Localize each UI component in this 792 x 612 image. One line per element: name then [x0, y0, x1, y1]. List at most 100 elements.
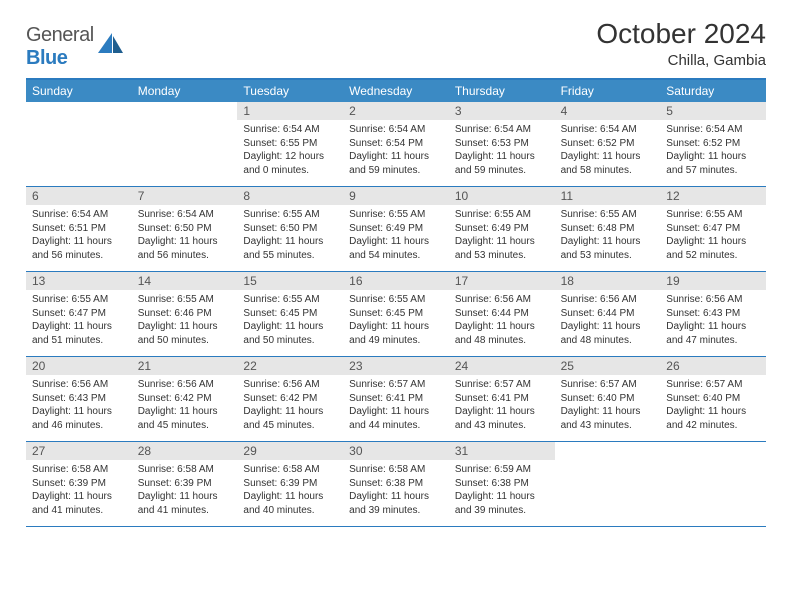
- dow-tuesday: Tuesday: [237, 80, 343, 102]
- sunrise-text: Sunrise: 6:55 AM: [138, 293, 232, 307]
- location: Chilla, Gambia: [596, 52, 766, 69]
- day-body: Sunrise: 6:55 AMSunset: 6:47 PMDaylight:…: [660, 205, 766, 266]
- day-body: Sunrise: 6:58 AMSunset: 6:39 PMDaylight:…: [26, 460, 132, 521]
- day-cell: 28Sunrise: 6:58 AMSunset: 6:39 PMDayligh…: [132, 442, 238, 526]
- sunset-text: Sunset: 6:50 PM: [243, 222, 337, 236]
- day-cell: 11Sunrise: 6:55 AMSunset: 6:48 PMDayligh…: [555, 187, 661, 271]
- day-body: Sunrise: 6:56 AMSunset: 6:43 PMDaylight:…: [660, 290, 766, 351]
- sunset-text: Sunset: 6:41 PM: [455, 392, 549, 406]
- day-number: 8: [237, 187, 343, 205]
- day-number: 30: [343, 442, 449, 460]
- daylight-text: Daylight: 11 hours and 41 minutes.: [138, 490, 232, 517]
- dow-saturday: Saturday: [660, 80, 766, 102]
- day-body: Sunrise: 6:54 AMSunset: 6:51 PMDaylight:…: [26, 205, 132, 266]
- day-body: Sunrise: 6:58 AMSunset: 6:39 PMDaylight:…: [237, 460, 343, 521]
- sunset-text: Sunset: 6:44 PM: [455, 307, 549, 321]
- day-number: 14: [132, 272, 238, 290]
- sunset-text: Sunset: 6:49 PM: [455, 222, 549, 236]
- sunrise-text: Sunrise: 6:55 AM: [243, 293, 337, 307]
- day-cell: 14Sunrise: 6:55 AMSunset: 6:46 PMDayligh…: [132, 272, 238, 356]
- daylight-text: Daylight: 11 hours and 44 minutes.: [349, 405, 443, 432]
- daylight-text: Daylight: 11 hours and 50 minutes.: [243, 320, 337, 347]
- sunset-text: Sunset: 6:52 PM: [666, 137, 760, 151]
- sunset-text: Sunset: 6:45 PM: [243, 307, 337, 321]
- daylight-text: Daylight: 11 hours and 43 minutes.: [561, 405, 655, 432]
- sunset-text: Sunset: 6:39 PM: [32, 477, 126, 491]
- daylight-text: Daylight: 11 hours and 39 minutes.: [349, 490, 443, 517]
- daylight-text: Daylight: 11 hours and 55 minutes.: [243, 235, 337, 262]
- day-body: Sunrise: 6:54 AMSunset: 6:54 PMDaylight:…: [343, 120, 449, 181]
- sunrise-text: Sunrise: 6:56 AM: [455, 293, 549, 307]
- daylight-text: Daylight: 11 hours and 54 minutes.: [349, 235, 443, 262]
- day-body: Sunrise: 6:55 AMSunset: 6:48 PMDaylight:…: [555, 205, 661, 266]
- day-body: Sunrise: 6:56 AMSunset: 6:44 PMDaylight:…: [449, 290, 555, 351]
- sunset-text: Sunset: 6:52 PM: [561, 137, 655, 151]
- sunrise-text: Sunrise: 6:54 AM: [349, 123, 443, 137]
- sunset-text: Sunset: 6:54 PM: [349, 137, 443, 151]
- day-cell: 24 Sunrise: 6:57 AMSunset: 6:41 PMDayligh…: [449, 357, 555, 441]
- day-cell: 3Sunrise: 6:54 AMSunset: 6:53 PMDaylight…: [449, 102, 555, 186]
- day-cell: 22Sunrise: 6:56 AMSunset: 6:42 PMDayligh…: [237, 357, 343, 441]
- sunrise-text: Sunrise: 6:55 AM: [32, 293, 126, 307]
- day-cell: 23Sunrise: 6:57 AMSunset: 6:41 PMDayligh…: [343, 357, 449, 441]
- daylight-text: Daylight: 11 hours and 49 minutes.: [349, 320, 443, 347]
- week-row: 6Sunrise: 6:54 AMSunset: 6:51 PMDaylight…: [26, 187, 766, 272]
- day-body: Sunrise: 6:54 AMSunset: 6:52 PMDaylight:…: [660, 120, 766, 181]
- sunrise-text: Sunrise: 6:56 AM: [138, 378, 232, 392]
- sunset-text: Sunset: 6:42 PM: [243, 392, 337, 406]
- daylight-text: Daylight: 11 hours and 47 minutes.: [666, 320, 760, 347]
- day-body: Sunrise: 6:58 AMSunset: 6:39 PMDaylight:…: [132, 460, 238, 521]
- sunset-text: Sunset: 6:53 PM: [455, 137, 549, 151]
- day-body: Sunrise: 6:56 AMSunset: 6:42 PMDaylight:…: [237, 375, 343, 436]
- sunset-text: Sunset: 6:41 PM: [349, 392, 443, 406]
- day-body: Sunrise: 6:54 AMSunset: 6:55 PMDaylight:…: [237, 120, 343, 181]
- dow-sunday: Sunday: [26, 80, 132, 102]
- sunset-text: Sunset: 6:40 PM: [666, 392, 760, 406]
- daylight-text: Daylight: 11 hours and 43 minutes.: [455, 405, 549, 432]
- sunrise-text: Sunrise: 6:57 AM: [455, 378, 549, 392]
- daylight-text: Daylight: 11 hours and 53 minutes.: [561, 235, 655, 262]
- day-number: [555, 442, 661, 446]
- day-number: 29: [237, 442, 343, 460]
- day-number: 19: [660, 272, 766, 290]
- sunset-text: Sunset: 6:43 PM: [32, 392, 126, 406]
- daylight-text: Daylight: 11 hours and 39 minutes.: [455, 490, 549, 517]
- day-cell: 5Sunrise: 6:54 AMSunset: 6:52 PMDaylight…: [660, 102, 766, 186]
- sunset-text: Sunset: 6:39 PM: [243, 477, 337, 491]
- sunrise-text: Sunrise: 6:57 AM: [666, 378, 760, 392]
- daylight-text: Daylight: 11 hours and 50 minutes.: [138, 320, 232, 347]
- brand-part2: Blue: [26, 47, 67, 69]
- daylight-text: Daylight: 11 hours and 45 minutes.: [138, 405, 232, 432]
- day-body: Sunrise: 6:57 AMSunset: 6:40 PMDaylight:…: [555, 375, 661, 436]
- brand-part1: General: [26, 24, 94, 46]
- day-number: 25: [555, 357, 661, 375]
- sunrise-text: Sunrise: 6:54 AM: [32, 208, 126, 222]
- sunset-text: Sunset: 6:42 PM: [138, 392, 232, 406]
- sunrise-text: Sunrise: 6:58 AM: [243, 463, 337, 477]
- day-cell: 31Sunrise: 6:59 AMSunset: 6:38 PMDayligh…: [449, 442, 555, 526]
- sunrise-text: Sunrise: 6:54 AM: [455, 123, 549, 137]
- sunset-text: Sunset: 6:43 PM: [666, 307, 760, 321]
- dow-wednesday: Wednesday: [343, 80, 449, 102]
- sunset-text: Sunset: 6:38 PM: [349, 477, 443, 491]
- day-number: 21: [132, 357, 238, 375]
- dow-thursday: Thursday: [449, 80, 555, 102]
- daylight-text: Daylight: 11 hours and 48 minutes.: [455, 320, 549, 347]
- day-number: 12: [660, 187, 766, 205]
- day-cell: 8Sunrise: 6:55 AMSunset: 6:50 PMDaylight…: [237, 187, 343, 271]
- day-body: Sunrise: 6:55 AMSunset: 6:45 PMDaylight:…: [237, 290, 343, 351]
- sunrise-text: Sunrise: 6:55 AM: [666, 208, 760, 222]
- day-cell: [132, 102, 238, 186]
- day-number: 28: [132, 442, 238, 460]
- day-number: 15: [237, 272, 343, 290]
- day-body: Sunrise: 6:54 AMSunset: 6:50 PMDaylight:…: [132, 205, 238, 266]
- day-number: 6: [26, 187, 132, 205]
- day-number: [132, 102, 238, 106]
- day-body: Sunrise: 6:54 AMSunset: 6:52 PMDaylight:…: [555, 120, 661, 181]
- day-number: 24: [449, 357, 555, 375]
- calendar: SundayMondayTuesdayWednesdayThursdayFrid…: [26, 78, 766, 527]
- dow-monday: Monday: [132, 80, 238, 102]
- daylight-text: Daylight: 11 hours and 46 minutes.: [32, 405, 126, 432]
- sunrise-text: Sunrise: 6:54 AM: [138, 208, 232, 222]
- day-cell: 27Sunrise: 6:58 AMSunset: 6:39 PMDayligh…: [26, 442, 132, 526]
